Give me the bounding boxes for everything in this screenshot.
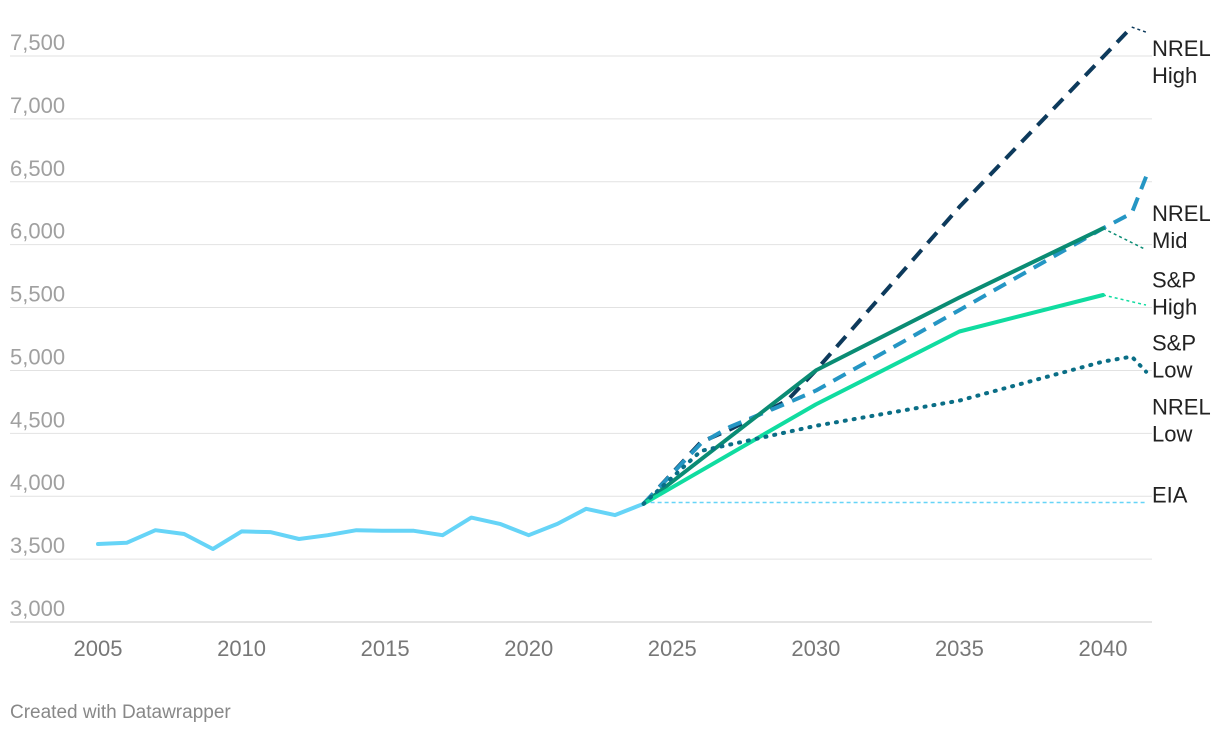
nrel-high-label: NREL High (1152, 36, 1211, 88)
y-tick-label: 7,000 (10, 93, 65, 118)
gridlines (10, 55, 1152, 623)
y-tick-label: 7,500 (10, 30, 65, 55)
sandp-low-label-connector (1102, 294, 1147, 306)
y-tick-label: 5,500 (10, 282, 65, 307)
nrel-low-label: NREL Low (1152, 394, 1211, 446)
x-tick-label: 2005 (74, 636, 123, 661)
nrel-mid-label: NREL Mid (1152, 201, 1211, 253)
x-tick-label: 2010 (217, 636, 266, 661)
eia-label: EIA (1152, 483, 1188, 508)
series-labels: EIA NREL High NREL Mid S&P High S&P Low NREL Low (1152, 36, 1211, 508)
y-tick-label: 4,000 (10, 470, 65, 495)
nrel-mid-line (642, 175, 1148, 506)
y-tick-label: 3,000 (10, 596, 65, 621)
x-tick-label: 2040 (1079, 636, 1128, 661)
x-tick-label: 2025 (648, 636, 697, 661)
x-axis-ticks: 2005 2010 2015 2020 2025 2030 2035 2040 (74, 636, 1128, 661)
y-tick-label: 6,000 (10, 219, 65, 244)
nrel-low-line (641, 354, 1149, 506)
x-tick-label: 2020 (504, 636, 553, 661)
y-tick-label: 4,500 (10, 407, 65, 432)
sandp-low-line (641, 293, 1105, 506)
historical-line (96, 501, 646, 551)
x-tick-label: 2035 (935, 636, 984, 661)
series-lines (96, 25, 1149, 551)
x-tick-label: 2030 (791, 636, 840, 661)
nrel-high-line (642, 25, 1134, 506)
y-tick-label: 5,000 (10, 344, 65, 369)
sandp-high-label-connector (1102, 227, 1147, 251)
y-axis-ticks: 3,000 3,500 4,000 4,500 5,000 5,500 6,000 6,500… (10, 30, 65, 621)
x-tick-label: 2015 (361, 636, 410, 661)
datawrapper-credit: Created with Datawrapper (10, 702, 231, 723)
sandp-low-label: S&P Low (1152, 330, 1196, 382)
label-connectors (1102, 26, 1147, 306)
sandp-high-label: S&P High (1152, 267, 1197, 319)
y-tick-label: 6,500 (10, 156, 65, 181)
y-tick-label: 3,500 (10, 533, 65, 558)
sandp-high-line (641, 226, 1105, 506)
nrel-high-label-connector (1131, 26, 1147, 33)
